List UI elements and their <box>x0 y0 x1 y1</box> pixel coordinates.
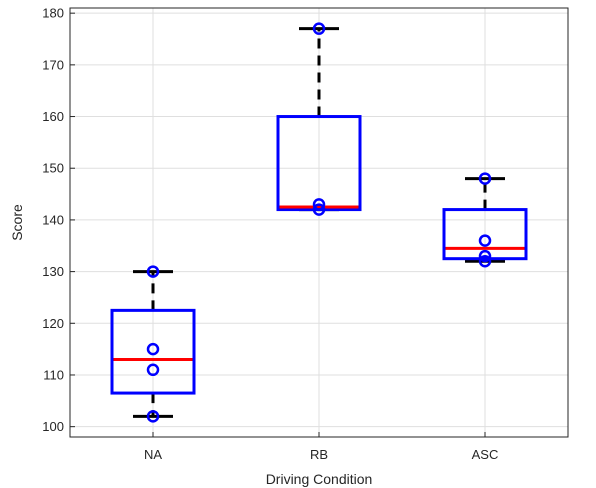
data-point <box>312 203 326 216</box>
data-point <box>146 363 160 377</box>
data-point <box>478 234 492 247</box>
y-tick-label: 130 <box>42 264 64 279</box>
x-tick-label: ASC <box>472 447 499 462</box>
y-tick-label: 140 <box>42 212 64 227</box>
data-point <box>146 342 160 356</box>
grid-lines <box>70 8 568 437</box>
data-point <box>146 265 160 278</box>
y-tick-label: 150 <box>42 161 64 176</box>
y-axis-label: Score <box>9 204 25 241</box>
data-point <box>478 249 492 263</box>
box-group-asc <box>442 172 528 268</box>
data-point <box>146 410 160 423</box>
y-tick-label: 100 <box>42 419 64 434</box>
box-group-na <box>110 265 196 423</box>
boxes-layer <box>110 22 528 423</box>
data-point <box>478 255 492 268</box>
y-tick-label: 120 <box>42 316 64 331</box>
x-tick-label: NA <box>144 447 162 462</box>
y-tick-label: 180 <box>42 6 64 21</box>
y-tick-label: 110 <box>43 367 64 382</box>
y-tick-label: 170 <box>42 57 64 72</box>
x-axis-label: Driving Condition <box>266 471 373 487</box>
data-point <box>312 198 326 211</box>
box-iqr <box>110 308 196 395</box>
data-point <box>312 22 326 35</box>
x-axis-ticks: NA RB ASC <box>144 432 498 462</box>
data-point <box>478 172 492 185</box>
box-group-rb <box>276 22 362 216</box>
y-axis-ticks: 100 110 120 130 140 150 160 170 180 <box>42 6 75 434</box>
y-tick-label: 160 <box>42 109 64 124</box>
x-tick-label: RB <box>310 447 328 462</box>
box-iqr <box>442 208 528 261</box>
